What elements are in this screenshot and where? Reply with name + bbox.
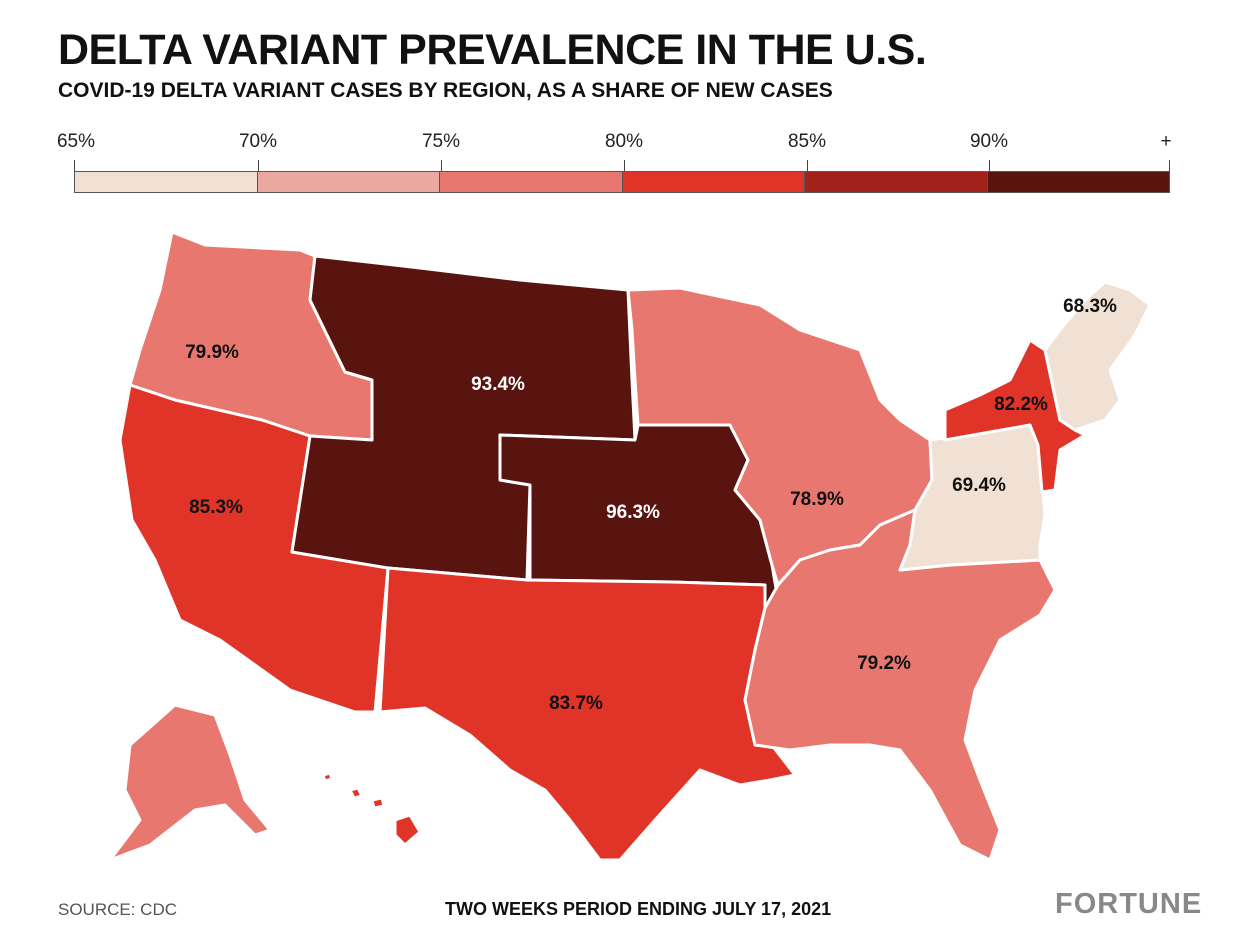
legend-swatch-90-plus bbox=[987, 172, 1169, 192]
legend-tick-70: 70% bbox=[238, 131, 278, 152]
fortune-logo: FORTUNE bbox=[1055, 888, 1203, 920]
region-1-new-england bbox=[1043, 280, 1152, 432]
legend-tick-65: 65% bbox=[56, 131, 96, 152]
hawaii-islands bbox=[321, 771, 386, 810]
alaska-shape bbox=[108, 703, 272, 862]
legend-tick-plus: + bbox=[1160, 131, 1172, 152]
legend-tick-line bbox=[441, 160, 442, 172]
period-note: TWO WEEKS PERIOD ENDING JULY 17, 2021 bbox=[445, 899, 832, 919]
legend-swatch-80-85 bbox=[622, 172, 805, 192]
legend-swatch-85-90 bbox=[805, 172, 988, 192]
legend-tick-line bbox=[807, 160, 808, 172]
label-region-7-plains: 96.3% bbox=[606, 502, 660, 523]
legend-color-scale bbox=[74, 171, 1170, 193]
legend-tick-line bbox=[989, 160, 990, 172]
region-value-labels: 79.9% 85.3% 93.4% 96.3% 83.7% 78.9% 79.2… bbox=[185, 296, 1117, 714]
legend-swatch-65-70 bbox=[75, 172, 258, 192]
region-6-south-central bbox=[378, 566, 797, 862]
label-region-10-pacific-northwest: 79.9% bbox=[185, 342, 239, 363]
label-region-9-southwest: 85.3% bbox=[189, 497, 243, 518]
label-region-2-ny-nj: 82.2% bbox=[994, 394, 1048, 415]
label-region-6-south-central: 83.7% bbox=[549, 693, 603, 714]
legend-tick-line bbox=[624, 160, 625, 172]
legend-tick-line bbox=[258, 160, 259, 172]
region-9-southwest bbox=[118, 383, 390, 714]
region-4-southeast bbox=[743, 508, 1057, 862]
legend-tick-line bbox=[1169, 160, 1170, 172]
legend-swatch-75-80 bbox=[440, 172, 623, 192]
chart-title: DELTA VARIANT PREVALENCE IN THE U.S. bbox=[58, 26, 927, 74]
label-region-1-new-england: 68.3% bbox=[1063, 296, 1117, 317]
legend-tick-90: 90% bbox=[969, 131, 1009, 152]
label-region-5-great-lakes: 78.9% bbox=[790, 489, 844, 510]
hawaii-big-island bbox=[393, 813, 422, 847]
label-region-3-mid-atlantic: 69.4% bbox=[952, 475, 1006, 496]
legend-tick-line bbox=[74, 160, 75, 172]
label-region-8-mountain: 93.4% bbox=[471, 374, 525, 395]
legend-tick-85: 85% bbox=[787, 131, 827, 152]
source-note: SOURCE: CDC bbox=[58, 900, 178, 919]
label-region-4-southeast: 79.2% bbox=[857, 653, 911, 674]
legend-tick-80: 80% bbox=[604, 131, 644, 152]
chart-subtitle: COVID-19 DELTA VARIANT CASES BY REGION, … bbox=[58, 79, 833, 102]
legend-tick-75: 75% bbox=[421, 131, 461, 152]
legend-swatch-70-75 bbox=[257, 172, 440, 192]
